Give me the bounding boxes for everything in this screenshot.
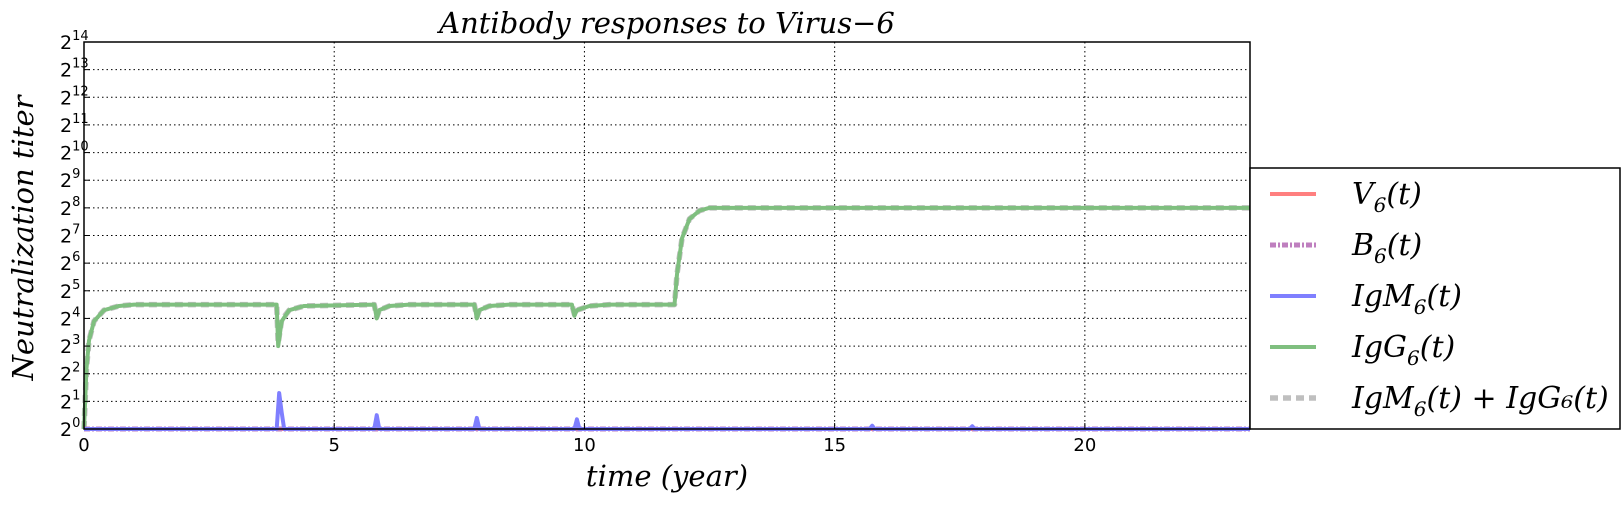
series-line-3 — [82, 205, 1250, 430]
y-tick-label-9: 29 — [60, 167, 80, 192]
y-tick-label-2: 22 — [60, 361, 80, 386]
x-tick-label-2: 10 — [573, 435, 596, 456]
legend-label-0: V6(t) — [1352, 177, 1422, 217]
legend: V6(t) B6(t) IgM6(t) IgG6(t) IgM6(t) + IgG₆(t… — [1249, 167, 1621, 430]
series-line-2 — [84, 391, 1250, 431]
x-axis-label: time (year) — [586, 459, 748, 493]
y-tick-label-3: 23 — [60, 333, 80, 358]
y-tick-label-5: 25 — [60, 278, 80, 303]
x-tick-label-3: 15 — [823, 435, 846, 456]
legend-frame — [1249, 167, 1621, 430]
legend-label-4: IgM6(t) + IgG₆(t) — [1351, 381, 1609, 421]
legend-label-1: B6(t) — [1351, 228, 1422, 268]
y-tick-label-6: 26 — [60, 250, 80, 275]
chart-title: Antibody responses to Virus−6 — [436, 6, 895, 40]
y-axis-label: Neutralization titer — [6, 93, 40, 381]
x-tick-label-1: 5 — [328, 435, 339, 456]
x-ticks: 0 5 10 15 20 — [78, 423, 1096, 456]
legend-label-2: IgM6(t) — [1351, 279, 1462, 319]
y-tick-label-8: 28 — [60, 195, 80, 220]
grid — [84, 42, 1250, 429]
x-tick-label-0: 0 — [78, 435, 89, 456]
y-tick-label-7: 27 — [60, 223, 80, 248]
y-tick-label-1: 21 — [60, 388, 80, 413]
legend-label-3: IgG6(t) — [1351, 330, 1455, 370]
x-tick-label-4: 20 — [1073, 435, 1096, 456]
y-tick-label-4: 24 — [60, 305, 80, 330]
y-tick-label-11: 211 — [60, 112, 89, 137]
